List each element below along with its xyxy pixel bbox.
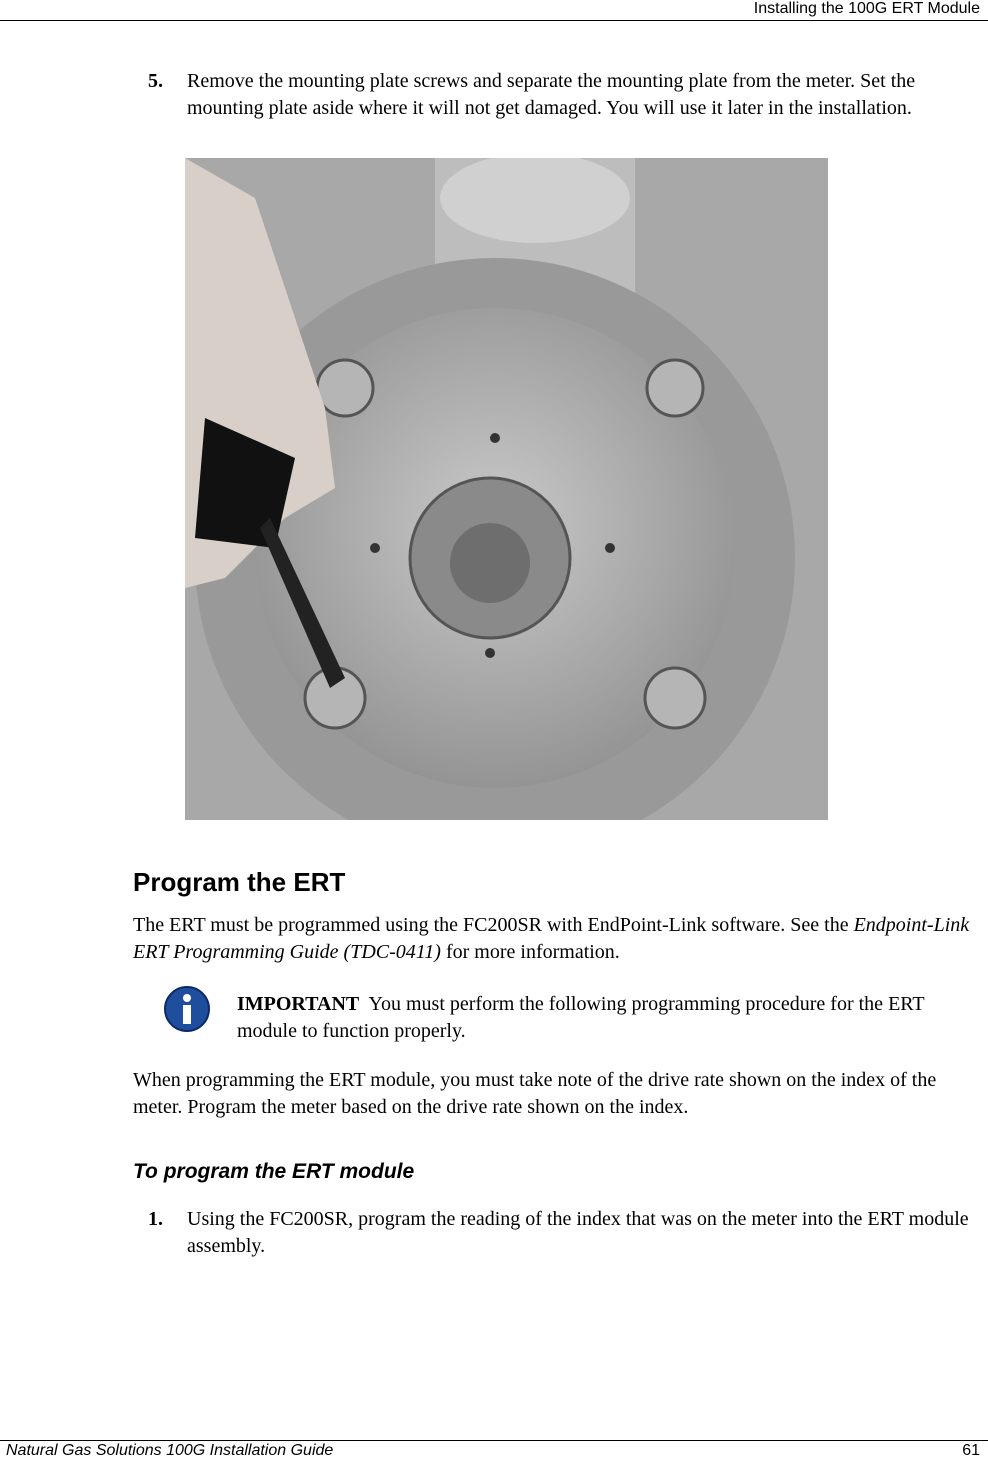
note-label: IMPORTANT [237,993,360,1015]
step-text: Remove the mounting plate screws and sep… [187,70,916,119]
paragraph: The ERT must be programmed using the FC2… [133,912,973,966]
section-heading: Program the ERT [133,867,346,897]
step-number: 1. [148,1208,163,1230]
paragraph: When programming the ERT module, you mus… [133,1069,937,1118]
text: for more information. [440,941,620,963]
info-icon [164,986,210,1032]
footer-rule [0,1440,988,1441]
running-header: Installing the 100G ERT Module [753,0,980,17]
note: IMPORTANT You must perform the following… [237,991,967,1045]
footer-title: Natural Gas Solutions 100G Installation … [6,1442,334,1459]
step-number: 5. [148,70,163,92]
page-number: 61 [962,1442,980,1459]
meter-photo [185,158,828,820]
step-text: Using the FC200SR, program the reading o… [187,1208,969,1257]
procedure-heading: To program the ERT module [133,1160,415,1183]
document-reference: Endpoint-Link ERT Programming Guide (TDC… [133,914,970,963]
text: The ERT must be programmed using the FC2… [133,914,854,936]
note-text: You must perform the following programmi… [237,993,925,1042]
header-rule [0,20,988,21]
